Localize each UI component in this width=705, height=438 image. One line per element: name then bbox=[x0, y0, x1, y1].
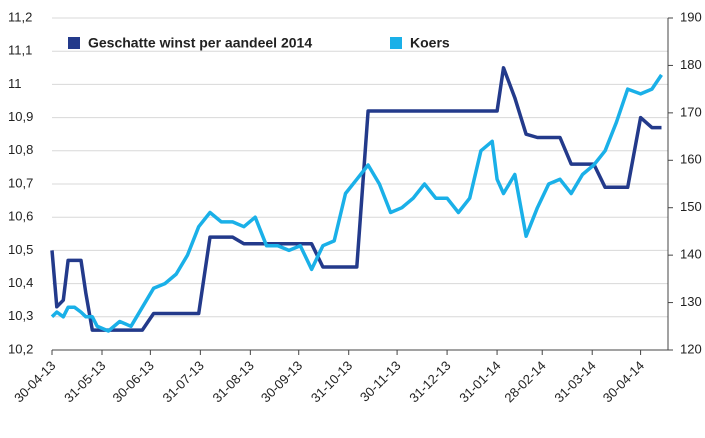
y-tick-label: 11,2 bbox=[8, 9, 32, 24]
y2-tick-label: 140 bbox=[680, 247, 702, 262]
x-tick-label: 30-06-13 bbox=[110, 358, 157, 405]
y2-tick-label: 120 bbox=[680, 341, 702, 356]
y-tick-label: 10,6 bbox=[8, 209, 33, 224]
y2-tick-label: 170 bbox=[680, 104, 702, 119]
y-tick-label: 10,8 bbox=[8, 142, 33, 157]
series-line bbox=[52, 68, 662, 330]
chart: 10,2 10,3 10,4 10,5 10,6 10,7 10,8 10,9 11 11,1 11… bbox=[0, 0, 705, 438]
legend-label: Geschatte winst per aandeel 2014 bbox=[88, 35, 312, 51]
y-tick-label: 10,7 bbox=[8, 175, 33, 190]
x-tick-label: 30-09-13 bbox=[258, 358, 305, 405]
x-tick-label: 30-11-13 bbox=[357, 358, 404, 405]
y2-tick-label: 150 bbox=[680, 199, 702, 214]
x-tick-label: 30-04-13 bbox=[11, 358, 58, 405]
y2-tick-label: 130 bbox=[680, 294, 702, 309]
y-tick-label: 10,2 bbox=[8, 341, 33, 356]
x-tick-label: 31-07-13 bbox=[159, 358, 206, 405]
y2-tick-label: 160 bbox=[680, 152, 702, 167]
y-tick-label: 10,5 bbox=[8, 242, 33, 257]
y-tick-label: 10,4 bbox=[8, 275, 33, 290]
x-tick-label: 30-04-14 bbox=[600, 358, 647, 405]
legend-swatch bbox=[68, 37, 80, 49]
y-tick-label: 11 bbox=[8, 76, 22, 91]
x-tick-label: 28-02-14 bbox=[501, 358, 548, 405]
y-tick-label: 10,3 bbox=[8, 308, 33, 323]
x-tick-label: 31-10-13 bbox=[308, 358, 355, 405]
x-tick-label: 31-03-14 bbox=[551, 358, 598, 405]
x-tick-label: 31-05-13 bbox=[61, 358, 108, 405]
legend-label: Koers bbox=[410, 35, 450, 51]
series-line bbox=[52, 75, 662, 331]
x-tick-label: 31-01-14 bbox=[456, 358, 503, 405]
x-tick-label: 31-12-13 bbox=[406, 358, 453, 405]
x-tick-label: 31-08-13 bbox=[209, 358, 256, 405]
y2-tick-label: 190 bbox=[680, 9, 702, 24]
y-tick-label: 11,1 bbox=[8, 43, 32, 58]
y-tick-label: 10,9 bbox=[8, 109, 33, 124]
y2-tick-label: 180 bbox=[680, 57, 702, 72]
legend-swatch bbox=[390, 37, 402, 49]
